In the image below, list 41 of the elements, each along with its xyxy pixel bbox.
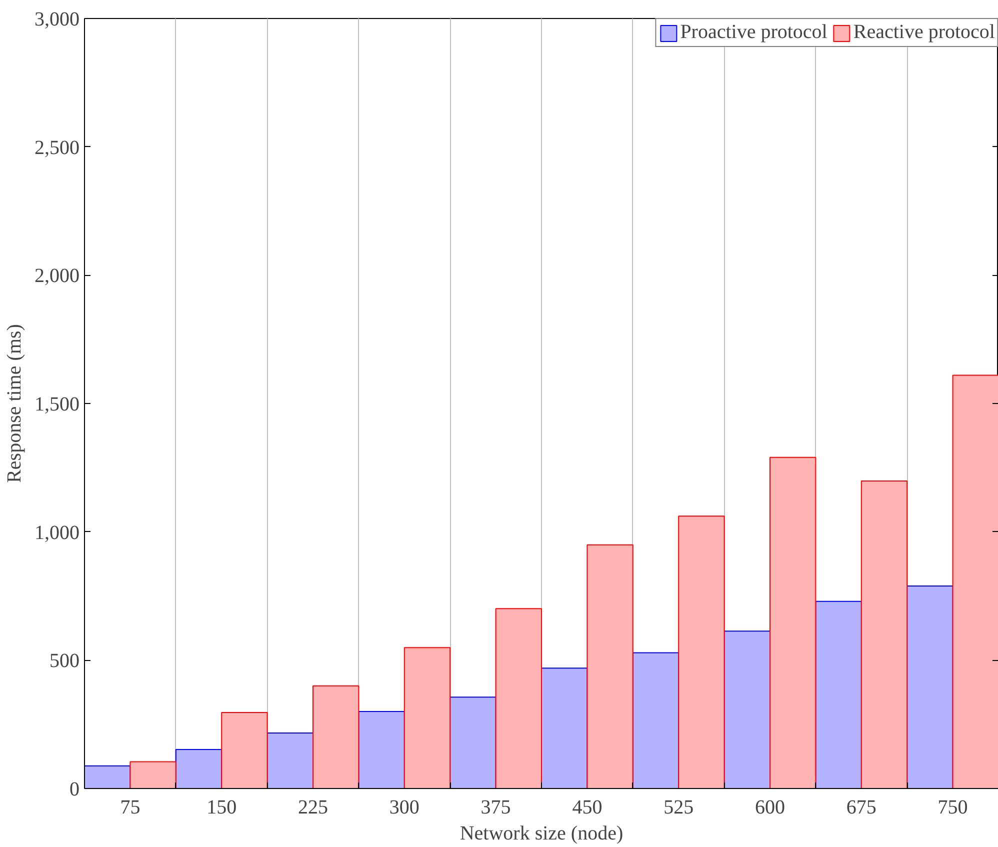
x-axis-title: Network size (node) bbox=[460, 822, 624, 844]
bar bbox=[495, 608, 542, 788]
bar bbox=[678, 516, 725, 788]
bar bbox=[84, 765, 131, 788]
bar bbox=[770, 456, 816, 788]
x-tick-label: 525 bbox=[664, 796, 694, 818]
y-tick-label: 1,000 bbox=[34, 522, 80, 544]
bar bbox=[815, 600, 862, 788]
bar bbox=[860, 480, 908, 788]
x-tick-label: 75 bbox=[120, 796, 140, 818]
bar bbox=[130, 761, 176, 788]
x-tick-label: 225 bbox=[298, 796, 328, 818]
x-tick-label: 300 bbox=[389, 796, 420, 818]
x-tick-label: 450 bbox=[572, 796, 602, 818]
y-tick-label: 2,000 bbox=[34, 265, 80, 288]
x-tick-label: 600 bbox=[755, 796, 785, 818]
bar bbox=[541, 668, 588, 788]
legend-label: Reactive protocol bbox=[853, 21, 995, 44]
y-tick-label: 1,500 bbox=[34, 394, 80, 416]
bar bbox=[586, 544, 634, 788]
bar bbox=[266, 732, 314, 788]
bar bbox=[312, 685, 360, 788]
legend-label: Proactive protocol bbox=[680, 21, 828, 44]
y-tick-label: 500 bbox=[50, 650, 80, 672]
bar bbox=[952, 374, 998, 788]
x-tick-label: 675 bbox=[846, 796, 876, 818]
bar bbox=[358, 711, 405, 788]
y-axis-title: Response time (ms) bbox=[4, 324, 26, 483]
y-tick-label: 2,500 bbox=[34, 136, 80, 159]
bar bbox=[632, 652, 680, 788]
x-tick-label: 375 bbox=[480, 796, 511, 818]
y-tick-label: 3,000 bbox=[34, 8, 80, 30]
x-tick-label: 750 bbox=[938, 796, 968, 818]
y-tick-label: 0 bbox=[70, 778, 80, 800]
bar bbox=[450, 696, 496, 788]
bar bbox=[404, 647, 451, 788]
bar bbox=[906, 585, 954, 788]
bar bbox=[221, 712, 268, 788]
x-tick-label: 150 bbox=[206, 796, 237, 818]
bar bbox=[724, 630, 770, 788]
bar bbox=[175, 748, 222, 788]
